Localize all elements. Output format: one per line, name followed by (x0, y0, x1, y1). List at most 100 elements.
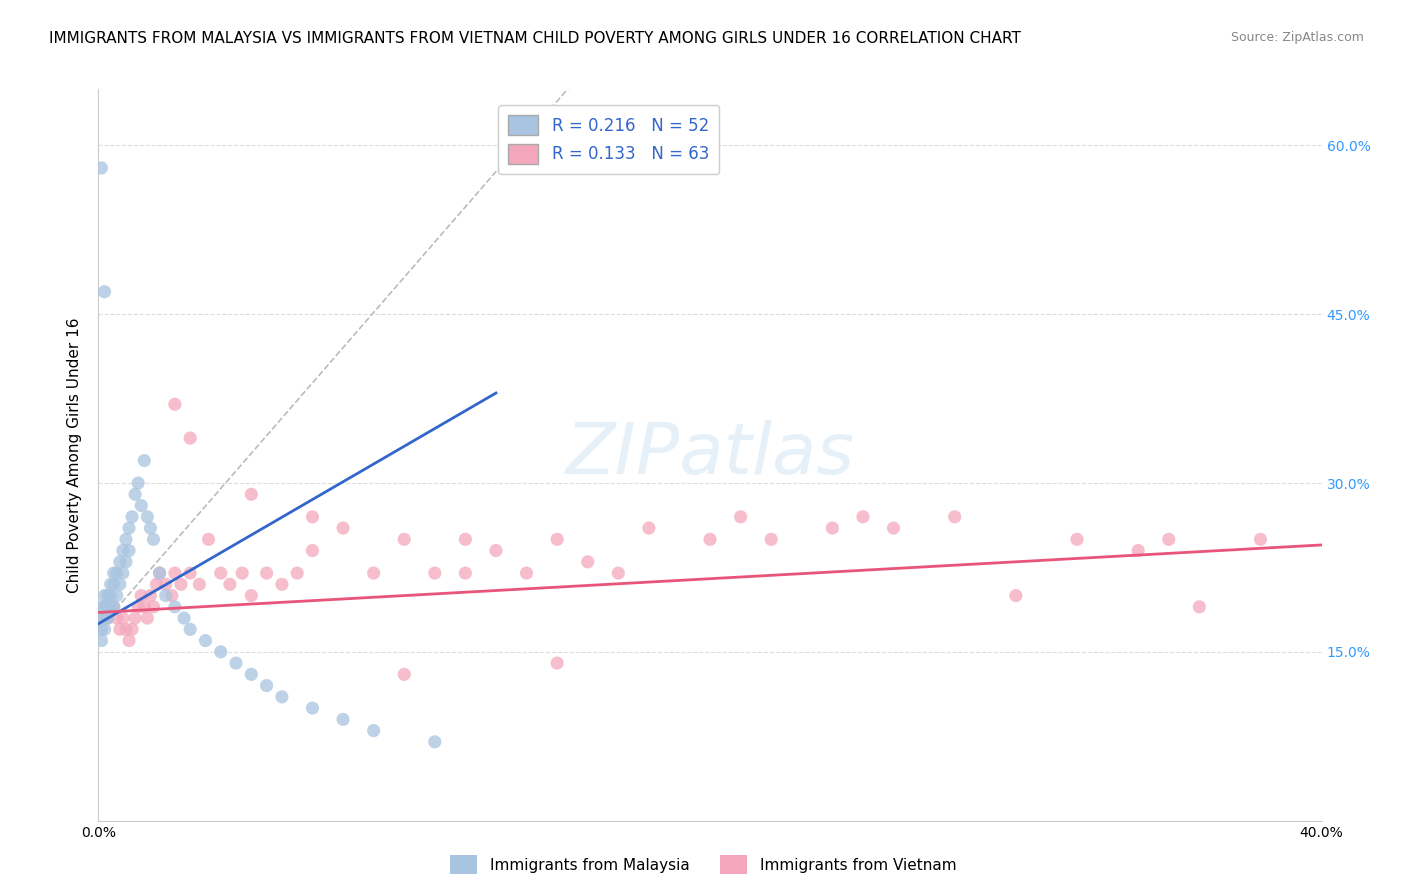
Point (108, 555, 131, 569)
Point (576, 555, 599, 569)
Point (100, 599, 122, 614)
Point (155, 577, 177, 591)
Point (155, 589, 177, 603)
Point (136, 611, 159, 625)
Point (163, 397, 186, 411)
Point (607, 566, 630, 580)
Point (363, 566, 385, 580)
Point (142, 533, 165, 547)
Point (127, 599, 149, 614)
Point (90, 599, 112, 614)
Point (97, 589, 120, 603)
Point (93, 623, 115, 637)
Point (139, 521, 162, 535)
Point (145, 577, 167, 591)
Point (759, 533, 782, 547)
Legend: R = 0.216   N = 52, R = 0.133   N = 63: R = 0.216 N = 52, R = 0.133 N = 63 (498, 105, 718, 174)
Point (240, 667, 263, 681)
Point (179, 566, 201, 580)
Point (1128, 543, 1150, 558)
Point (149, 566, 172, 580)
Text: ZIPatlas: ZIPatlas (565, 420, 855, 490)
Point (256, 566, 278, 580)
Point (173, 611, 195, 625)
Point (105, 611, 128, 625)
Point (108, 623, 131, 637)
Point (546, 656, 568, 670)
Point (129, 499, 152, 513)
Point (240, 589, 263, 603)
Point (170, 577, 193, 591)
Y-axis label: Child Poverty Among Girls Under 16: Child Poverty Among Girls Under 16 (67, 318, 83, 592)
Point (118, 521, 141, 535)
Point (332, 521, 354, 535)
Point (225, 656, 247, 670)
Point (363, 723, 385, 738)
Point (100, 589, 122, 603)
Point (423, 735, 446, 749)
Point (103, 577, 125, 591)
Point (852, 509, 875, 524)
Point (454, 566, 477, 580)
Point (103, 566, 125, 580)
Point (209, 645, 232, 659)
Point (115, 555, 138, 569)
Text: IMMIGRANTS FROM MALAYSIA VS IMMIGRANTS FROM VIETNAM CHILD POVERTY AMONG GIRLS UN: IMMIGRANTS FROM MALAYSIA VS IMMIGRANTS F… (49, 31, 1021, 46)
Point (197, 533, 219, 547)
Point (115, 623, 138, 637)
Point (1157, 533, 1180, 547)
Point (105, 566, 128, 580)
Point (90, 623, 112, 637)
Point (392, 533, 416, 547)
Point (209, 566, 232, 580)
Point (93, 589, 115, 603)
Point (124, 611, 146, 625)
Point (111, 566, 134, 580)
Point (93, 599, 115, 614)
Point (134, 453, 156, 467)
Point (1188, 599, 1211, 614)
Point (194, 633, 217, 648)
Point (121, 509, 143, 524)
Point (883, 521, 905, 535)
Point (97, 611, 120, 625)
Point (97, 599, 120, 614)
Point (332, 712, 354, 726)
Point (301, 509, 323, 524)
Point (103, 599, 125, 614)
Point (270, 577, 292, 591)
Point (285, 566, 308, 580)
Point (160, 589, 183, 603)
Point (111, 543, 134, 558)
Point (118, 543, 141, 558)
Point (115, 533, 138, 547)
Point (240, 487, 263, 501)
Point (93, 285, 115, 299)
Point (111, 611, 134, 625)
Point (90, 161, 112, 175)
Point (392, 667, 416, 681)
Point (90, 633, 112, 648)
Point (485, 543, 508, 558)
Point (163, 566, 186, 580)
Point (1249, 533, 1271, 547)
Point (97, 611, 120, 625)
Point (139, 589, 162, 603)
Point (118, 633, 141, 648)
Point (270, 690, 292, 704)
Point (546, 533, 568, 547)
Point (134, 599, 156, 614)
Point (1004, 589, 1026, 603)
Point (821, 521, 844, 535)
Point (93, 611, 115, 625)
Legend: Immigrants from Malaysia, Immigrants from Vietnam: Immigrants from Malaysia, Immigrants fro… (444, 849, 962, 880)
Point (103, 599, 125, 614)
Point (105, 589, 128, 603)
Point (127, 476, 149, 491)
Point (124, 487, 146, 501)
Point (699, 533, 721, 547)
Point (256, 679, 278, 693)
Point (108, 577, 131, 591)
Point (179, 623, 201, 637)
Point (136, 509, 159, 524)
